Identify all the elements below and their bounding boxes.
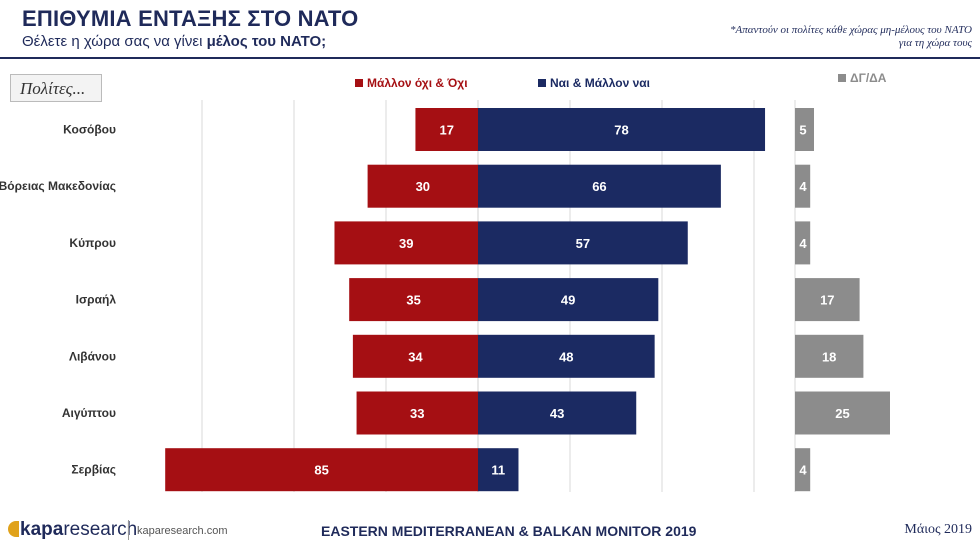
data-label-yes: 43 xyxy=(550,406,564,421)
data-label-yes: 49 xyxy=(561,293,575,308)
data-label-dk: 18 xyxy=(822,349,836,364)
bar-yes xyxy=(478,108,766,151)
bar-dk xyxy=(795,108,814,151)
bar-yes xyxy=(478,164,721,208)
respondent-label: Πολίτες... xyxy=(10,74,102,102)
logo-brand-light: research xyxy=(63,519,138,540)
legend-yes-swatch xyxy=(538,79,546,87)
header-rule xyxy=(0,57,980,59)
category-label: Σερβίας xyxy=(71,463,116,477)
bar-dk xyxy=(795,278,860,322)
kapa-research-logo: kaparesearch xyxy=(8,519,137,541)
legend-no-label: Μάλλον όχι & Όχι xyxy=(367,76,468,90)
data-label-no: 85 xyxy=(314,463,328,478)
bar-yes xyxy=(478,334,655,378)
bar-dk xyxy=(795,164,811,208)
footer-survey-title: EASTERN MEDITERRANEAN & BALKAN MONITOR 2… xyxy=(321,523,697,539)
data-label-no: 30 xyxy=(416,179,430,194)
data-label-no: 35 xyxy=(406,293,420,308)
bar-yes xyxy=(478,221,688,265)
data-label-no: 39 xyxy=(399,236,413,251)
legend-dk-swatch xyxy=(838,74,846,82)
bar-no xyxy=(349,278,478,322)
legend-no-swatch xyxy=(355,79,363,87)
legend-no: Μάλλον όχι & Όχι xyxy=(355,76,468,90)
data-label-no: 34 xyxy=(408,349,423,364)
subtitle-plain: Θέλετε η χώρα σας να γίνει xyxy=(22,33,207,50)
category-label: Βόρειας Μακεδονίας xyxy=(0,179,116,193)
data-label-dk: 25 xyxy=(835,406,849,421)
bar-dk xyxy=(795,391,890,435)
data-label-yes: 57 xyxy=(576,236,590,251)
bar-yes xyxy=(478,448,519,492)
data-label-dk: 17 xyxy=(820,293,834,308)
category-label: Αιγύπτου xyxy=(62,406,116,420)
legend-yes: Ναι & Μάλλον ναι xyxy=(538,76,650,90)
bar-dk xyxy=(795,221,811,265)
note-line-1: *Απαντούν οι πολίτες κάθε χώρας μη-μέλου… xyxy=(730,24,972,36)
diverging-bar-chart: Κοσόβου 17 78 5 Βόρειας Μακεδονίας 30 66 4 Κύπρο… xyxy=(0,100,890,492)
category-label: Λιβάνου xyxy=(69,349,116,363)
respondents-note: *Απαντούν οι πολίτες κάθε χώρας μη-μέλου… xyxy=(632,24,972,50)
legend-dk: ΔΓ/ΔΑ xyxy=(838,71,886,85)
data-label-yes: 48 xyxy=(559,349,573,364)
note-line-2: για τη χώρα τους xyxy=(898,37,972,49)
data-label-dk: 4 xyxy=(799,463,807,478)
chart-title: ΕΠΙΘΥΜΙΑ ΕΝΤΑΞΗΣ ΣΤΟ ΝΑΤΟ xyxy=(22,6,359,31)
bar-no xyxy=(352,334,478,378)
footer-divider xyxy=(128,520,129,540)
data-label-dk: 5 xyxy=(799,123,806,138)
data-label-no: 33 xyxy=(410,406,424,421)
chart-subtitle: Θέλετε η χώρα σας να γίνει μέλος του ΝΑΤ… xyxy=(22,33,326,50)
logo-mark-icon xyxy=(8,521,19,537)
bar-no xyxy=(415,108,478,151)
data-label-yes: 78 xyxy=(614,123,628,138)
category-label: Κοσόβου xyxy=(63,123,116,137)
footer-date: Μάιος 2019 xyxy=(904,522,972,537)
data-label-dk: 4 xyxy=(799,179,807,194)
subtitle-bold: μέλος του ΝΑΤΟ; xyxy=(206,33,327,50)
logo-brand-bold: kapa xyxy=(20,519,64,540)
bar-no xyxy=(356,391,478,435)
footer-url: kaparesearch.com xyxy=(137,525,228,537)
legend-dk-label: ΔΓ/ΔΑ xyxy=(850,71,887,85)
bar-dk xyxy=(795,448,811,492)
data-label-no: 17 xyxy=(439,123,453,138)
bar-no xyxy=(165,448,478,492)
category-label: Ισραήλ xyxy=(76,293,117,307)
legend-yes-label: Ναι & Μάλλον ναι xyxy=(550,76,651,90)
data-label-dk: 4 xyxy=(799,236,807,251)
category-label: Κύπρου xyxy=(69,236,116,250)
data-label-yes: 11 xyxy=(491,463,505,478)
data-label-yes: 66 xyxy=(592,179,606,194)
bar-no xyxy=(367,164,478,208)
bar-yes xyxy=(478,391,637,435)
bar-yes xyxy=(478,278,659,322)
bar-no xyxy=(334,221,478,265)
bar-dk xyxy=(795,334,864,378)
